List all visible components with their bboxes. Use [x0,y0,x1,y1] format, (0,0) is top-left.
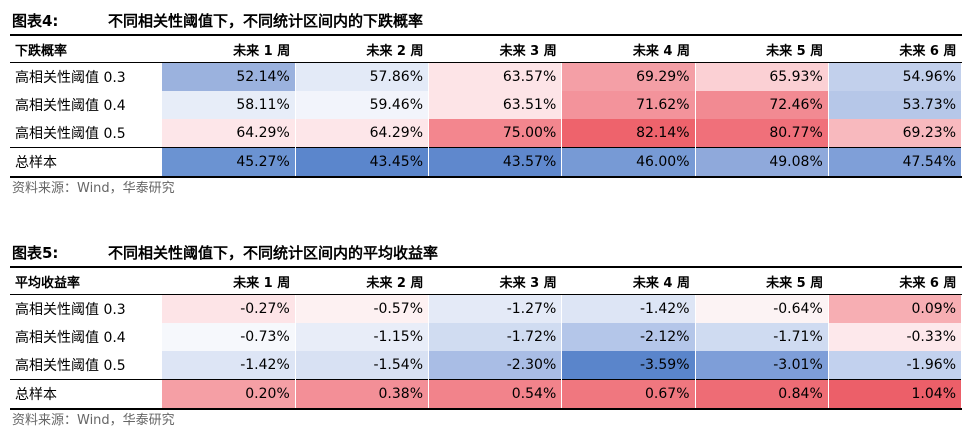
row-label: 高相关性阈值 0.3 [10,294,162,323]
value-cell: 65.93% [695,62,829,91]
value-cell: 54.96% [828,62,963,91]
value-cell: 57.86% [295,62,430,91]
value-cell: 45.27% [162,147,296,177]
value-cell: 46.00% [561,147,696,177]
table-row: 高相关性阈值 0.4 -0.73% -1.15% -1.72% -2.12% -1.71%… [10,323,963,351]
header-cell: 平均收益率 [10,267,162,295]
value-cell: -1.96% [828,351,963,380]
table-row: 总样本 0.20% 0.38% 0.54% 0.67% 0.84% 1.04% [10,379,963,409]
figure-4-source: 资料来源：Wind，华泰研究 [12,181,175,196]
value-cell: -2.12% [561,323,696,351]
value-cell: -0.64% [695,294,829,323]
header-cell: 未来 3 周 [428,35,562,63]
table-header-row: 下跌概率 未来 1 周 未来 2 周 未来 3 周 未来 4 周 未来 5 周 … [10,35,962,63]
table-row: 高相关性阈值 0.3 -0.27% -0.57% -1.27% -1.42% -0.64%… [10,294,963,323]
figure-5: 图表5: 不同相关性阈值下，不同统计区间内的平均收益率 平均收益率 未来 1 周 … [10,240,963,432]
header-cell: 未来 1 周 [162,267,296,295]
value-cell: 71.62% [561,91,696,119]
table-row: 高相关性阈值 0.5 64.29% 64.29% 75.00% 82.14% 80.77%… [10,119,963,148]
value-cell: 69.23% [828,119,963,148]
value-cell: -1.27% [428,294,563,323]
figure-5-title: 图表5: 不同相关性阈值下，不同统计区间内的平均收益率 [10,240,962,266]
figure-5-title-text: 不同相关性阈值下，不同统计区间内的平均收益率 [108,244,439,262]
table-row: 总样本 45.27% 43.45% 43.57% 46.00% 49.08% 47.54% [10,147,963,177]
table-row: 高相关性阈值 0.3 52.14% 57.86% 63.57% 69.29% 65.93%… [10,62,963,91]
value-cell: 43.57% [428,147,563,177]
value-cell: 64.29% [295,119,430,148]
header-cell: 未来 5 周 [695,267,829,295]
value-cell: 72.46% [695,91,829,119]
row-label: 高相关性阈值 0.4 [10,91,162,119]
header-cell: 下跌概率 [10,35,162,63]
value-cell: -1.42% [561,294,696,323]
figure-4-title-text: 不同相关性阈值下，不同统计区间内的下跌概率 [108,12,424,30]
value-cell: 49.08% [695,147,829,177]
figure-4-table: 下跌概率 未来 1 周 未来 2 周 未来 3 周 未来 4 周 未来 5 周 … [10,34,963,178]
value-cell: 82.14% [561,119,696,148]
value-cell: 0.67% [561,379,696,409]
value-cell: 80.77% [695,119,829,148]
value-cell: 0.84% [695,379,829,409]
row-label: 总样本 [10,379,162,409]
figure-5-label: 图表5: [12,244,59,262]
figure-5-source: 资料来源：Wind，华泰研究 [12,413,175,428]
header-cell: 未来 4 周 [561,35,695,63]
row-label: 高相关性阈值 0.4 [10,323,162,351]
figure-5-table: 平均收益率 未来 1 周 未来 2 周 未来 3 周 未来 4 周 未来 5 周… [10,266,963,410]
value-cell: -1.15% [295,323,430,351]
value-cell: 59.46% [295,91,430,119]
value-cell: -3.01% [695,351,829,380]
value-cell: -1.54% [295,351,430,380]
table-row: 高相关性阈值 0.5 -1.42% -1.54% -2.30% -3.59% -3.01%… [10,351,963,380]
row-label: 高相关性阈值 0.5 [10,351,162,380]
value-cell: 52.14% [162,62,296,91]
value-cell: 0.38% [295,379,430,409]
header-cell: 未来 2 周 [295,35,429,63]
value-cell: 75.00% [428,119,563,148]
row-label: 高相关性阈值 0.5 [10,119,162,148]
value-cell: 63.57% [428,62,563,91]
value-cell: 0.54% [428,379,563,409]
header-cell: 未来 1 周 [162,35,296,63]
header-cell: 未来 4 周 [561,267,695,295]
header-cell: 未来 6 周 [828,267,962,295]
figure-4-title: 图表4: 不同相关性阈值下，不同统计区间内的下跌概率 [10,8,962,34]
value-cell: -1.42% [162,351,296,380]
table-header-row: 平均收益率 未来 1 周 未来 2 周 未来 3 周 未来 4 周 未来 5 周… [10,267,962,295]
value-cell: 1.04% [828,379,963,409]
value-cell: 63.51% [428,91,563,119]
value-cell: -0.33% [828,323,963,351]
value-cell: 0.20% [162,379,296,409]
table-row: 高相关性阈值 0.4 58.11% 59.46% 63.51% 71.62% 72.46%… [10,91,963,119]
value-cell: -1.72% [428,323,563,351]
value-cell: -0.27% [162,294,296,323]
value-cell: -1.71% [695,323,829,351]
value-cell: 47.54% [828,147,963,177]
row-label: 高相关性阈值 0.3 [10,62,162,91]
value-cell: 0.09% [828,294,963,323]
header-cell: 未来 3 周 [428,267,562,295]
value-cell: -0.57% [295,294,430,323]
value-cell: 58.11% [162,91,296,119]
header-cell: 未来 2 周 [295,267,429,295]
value-cell: -2.30% [428,351,563,380]
value-cell: 69.29% [561,62,696,91]
header-cell: 未来 5 周 [695,35,829,63]
header-cell: 未来 6 周 [828,35,962,63]
figure-4-label: 图表4: [12,12,59,30]
figure-4: 图表4: 不同相关性阈值下，不同统计区间内的下跌概率 下跌概率 未来 1 周 未来… [10,8,963,200]
value-cell: 53.73% [828,91,963,119]
row-label: 总样本 [10,147,162,177]
value-cell: -0.73% [162,323,296,351]
value-cell: 64.29% [162,119,296,148]
value-cell: -3.59% [561,351,696,380]
value-cell: 43.45% [295,147,430,177]
